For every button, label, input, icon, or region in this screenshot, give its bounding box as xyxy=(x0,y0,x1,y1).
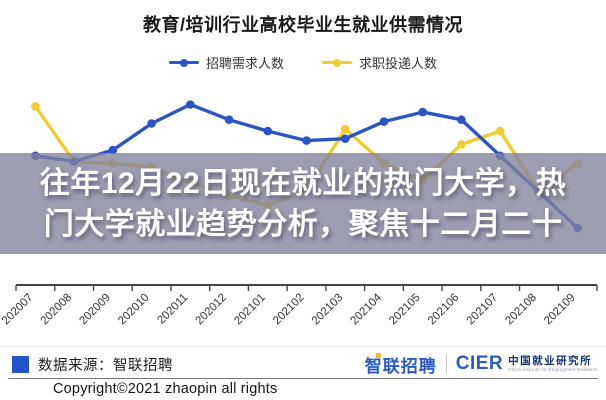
cier-chinese-name: 中国就业研究所 xyxy=(508,354,593,367)
svg-text:202008: 202008 xyxy=(39,292,75,328)
data-source-label: 数据来源：智联招聘 xyxy=(38,357,173,374)
footer-source-row: 数据来源：智联招聘 智联招聘 CIER 中国就业研究所 China Instit… xyxy=(0,347,606,379)
svg-text:202103: 202103 xyxy=(310,292,346,328)
svg-text:202106: 202106 xyxy=(426,292,462,328)
supply-demand-line-chart: 202007 202008 202009 202010 202011 202012 2021… xyxy=(0,100,598,328)
yellow-line-marker-icon xyxy=(322,58,352,67)
legend-item-recruitment-demand: 招聘需求人数 xyxy=(168,53,284,72)
cier-logo: CIER xyxy=(455,353,504,374)
chart-legend: 招聘需求人数 求职投递人数 xyxy=(0,53,606,72)
svg-text:202011: 202011 xyxy=(155,292,190,327)
svg-text:202109: 202109 xyxy=(542,292,578,328)
cier-name-block: 中国就业研究所 China Institute for Employment R… xyxy=(508,356,598,373)
logo-divider xyxy=(445,354,447,374)
footer-divider-line xyxy=(8,378,598,379)
yellow-dot-icon xyxy=(333,58,341,67)
headline-line-1: 往年12月22日现在就业的热门大学，热 xyxy=(39,166,567,200)
blue-line-marker-icon xyxy=(168,58,199,67)
legend-label-recruitment-demand: 招聘需求人数 xyxy=(205,56,284,71)
svg-text:202108: 202108 xyxy=(503,292,539,328)
legend-label-job-applications: 求职投递人数 xyxy=(359,56,438,71)
copyright-text: Copyright©2021 zhaopin all rights xyxy=(53,381,278,397)
headline-line-2: 门大学就业趋势分析，聚焦十二月二十 xyxy=(43,207,563,241)
cier-english-name: China Institute for Employment Research xyxy=(508,366,598,372)
svg-text:202012: 202012 xyxy=(194,292,230,328)
svg-text:202009: 202009 xyxy=(77,292,113,328)
blue-dot-icon xyxy=(179,58,188,67)
zhaopin-logo-text: 智联招聘 xyxy=(364,356,437,376)
svg-text:202104: 202104 xyxy=(348,291,384,327)
legend-item-job-applications: 求职投递人数 xyxy=(322,53,437,72)
chart-title: 教育/培训行业高校毕业生就业供需情况 xyxy=(143,15,463,35)
svg-text:202007: 202007 xyxy=(0,292,36,328)
svg-text:202102: 202102 xyxy=(271,292,307,328)
headline-overlay: 往年12月22日现在就业的热门大学，热 门大学就业趋势分析，聚焦十二月二十 xyxy=(0,153,606,254)
blue-square-icon xyxy=(12,355,29,373)
svg-text:202105: 202105 xyxy=(387,292,423,328)
svg-text:202010: 202010 xyxy=(116,292,152,328)
svg-text:202107: 202107 xyxy=(465,292,501,328)
svg-text:202101: 202101 xyxy=(232,292,268,328)
footer: 数据来源：智联招聘 智联招聘 CIER 中国就业研究所 China Instit… xyxy=(0,346,606,400)
zhaopin-logo: 智联招聘 xyxy=(365,352,437,377)
zhaopin-yellow-accent-icon xyxy=(375,352,381,358)
